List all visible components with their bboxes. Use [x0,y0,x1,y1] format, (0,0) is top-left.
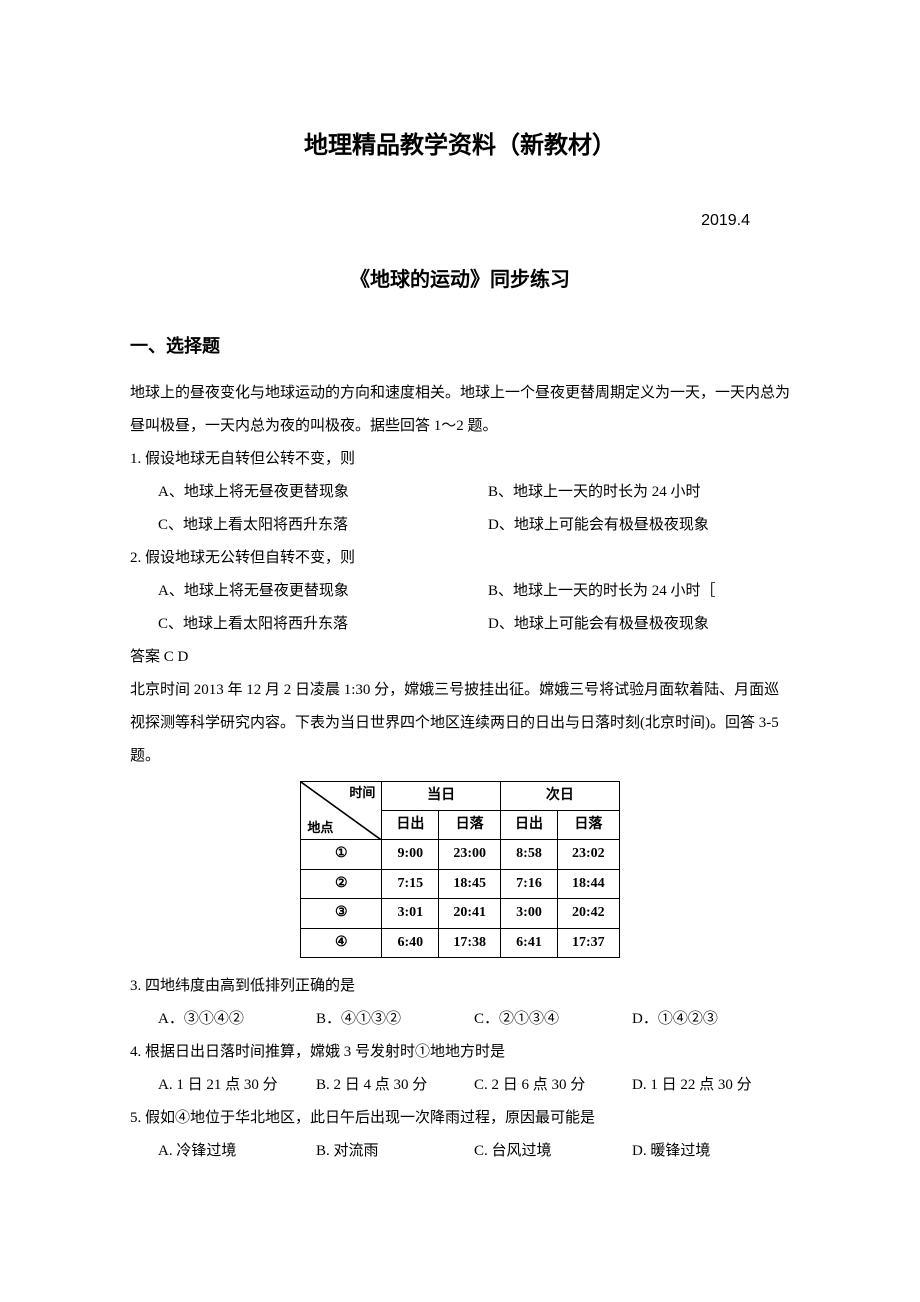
main-title: 地理精品教学资料（新教材） [130,120,790,173]
cell-s2: 23:02 [558,840,620,869]
cell-s1: 23:00 [439,840,501,869]
th-set1: 日落 [439,810,501,839]
cell-loc: ④ [301,928,382,957]
q2-option-c: C、地球上看太阳将西升东落 [130,608,460,641]
q2-options: A、地球上将无昼夜更替现象 B、地球上一天的时长为 24 小时［ C、地球上看太… [130,575,790,641]
q3-option-c: C．②①③④ [474,1003,632,1036]
cell-s1: 17:38 [439,928,501,957]
th-rise2: 日出 [501,810,558,839]
cell-s2: 20:42 [558,899,620,928]
diag-top-label: 时间 [349,783,375,804]
section-heading: 一、选择题 [130,327,790,367]
table-row: ④ 6:40 17:38 6:41 17:37 [301,928,619,957]
document-page: 地理精品教学资料（新教材） 2019.4 《地球的运动》同步练习 一、选择题 地… [0,0,920,1302]
q1-option-d: D、地球上可能会有极昼极夜现象 [460,509,790,542]
table-row: ② 7:15 18:45 7:16 18:44 [301,869,619,898]
cell-s1: 18:45 [439,869,501,898]
cell-s2: 18:44 [558,869,620,898]
cell-s1: 20:41 [439,899,501,928]
q5-stem: 5. 假如④地位于华北地区，此日午后出现一次降雨过程，原因最可能是 [130,1102,790,1135]
cell-r2: 8:58 [501,840,558,869]
cell-r2: 6:41 [501,928,558,957]
cell-r2: 7:16 [501,869,558,898]
context-2: 北京时间 2013 年 12 月 2 日凌晨 1:30 分，嫦娥三号披挂出征。嫦… [130,674,790,773]
sunrise-sunset-table: 时间 地点 当日 次日 日出 日落 日出 日落 ① 9:00 23:00 8:5… [300,781,619,958]
q3-options: A．③①④② B．④①③② C．②①③④ D．①④②③ [130,1003,790,1036]
q2-option-a: A、地球上将无昼夜更替现象 [130,575,460,608]
diag-bot-label: 地点 [307,818,333,839]
table-row: ③ 3:01 20:41 3:00 20:42 [301,899,619,928]
q3-stem: 3. 四地纬度由高到低排列正确的是 [130,970,790,1003]
q5-option-b: B. 对流雨 [316,1135,474,1168]
q3-option-b: B．④①③② [316,1003,474,1036]
q2-option-d: D、地球上可能会有极昼极夜现象 [460,608,790,641]
th-rise1: 日出 [382,810,439,839]
table-row: ① 9:00 23:00 8:58 23:02 [301,840,619,869]
q5-options: A. 冷锋过境 B. 对流雨 C. 台风过境 D. 暖锋过境 [130,1135,790,1168]
cell-r1: 9:00 [382,840,439,869]
date: 2019.4 [130,203,790,238]
q4-stem: 4. 根据日出日落时间推算，嫦娥 3 号发射时①地地方时是 [130,1036,790,1069]
cell-r2: 3:00 [501,899,558,928]
q1-option-b: B、地球上一天的时长为 24 小时 [460,476,790,509]
q5-option-c: C. 台风过境 [474,1135,632,1168]
q2-option-b: B、地球上一天的时长为 24 小时［ [460,575,790,608]
q5-option-a: A. 冷锋过境 [158,1135,316,1168]
q1-option-a: A、地球上将无昼夜更替现象 [130,476,460,509]
q4-option-c: C. 2 日 6 点 30 分 [474,1069,632,1102]
answer-12: 答案 C D [130,641,790,674]
q1-stem: 1. 假设地球无自转但公转不变，则 [130,443,790,476]
q3-option-d: D．①④②③ [632,1003,790,1036]
data-table-wrap: 时间 地点 当日 次日 日出 日落 日出 日落 ① 9:00 23:00 8:5… [130,781,790,958]
q4-options: A. 1 日 21 点 30 分 B. 2 日 4 点 30 分 C. 2 日 … [130,1069,790,1102]
q2-stem: 2. 假设地球无公转但自转不变，则 [130,542,790,575]
cell-r1: 7:15 [382,869,439,898]
th-today: 当日 [382,781,501,810]
cell-r1: 3:01 [382,899,439,928]
q4-option-d: D. 1 日 22 点 30 分 [632,1069,790,1102]
cell-s2: 17:37 [558,928,620,957]
q5-option-d: D. 暖锋过境 [632,1135,790,1168]
th-next: 次日 [501,781,620,810]
cell-r1: 6:40 [382,928,439,957]
th-set2: 日落 [558,810,620,839]
intro-paragraph: 地球上的昼夜变化与地球运动的方向和速度相关。地球上一个昼夜更替周期定义为一天，一… [130,377,790,443]
cell-loc: ① [301,840,382,869]
q1-option-c: C、地球上看太阳将西升东落 [130,509,460,542]
q3-option-a: A．③①④② [158,1003,316,1036]
table-diag-header: 时间 地点 [301,781,382,840]
q1-options: A、地球上将无昼夜更替现象 B、地球上一天的时长为 24 小时 C、地球上看太阳… [130,476,790,542]
cell-loc: ② [301,869,382,898]
q4-option-a: A. 1 日 21 点 30 分 [158,1069,316,1102]
q4-option-b: B. 2 日 4 点 30 分 [316,1069,474,1102]
sub-title: 《地球的运动》同步练习 [130,258,790,302]
cell-loc: ③ [301,899,382,928]
